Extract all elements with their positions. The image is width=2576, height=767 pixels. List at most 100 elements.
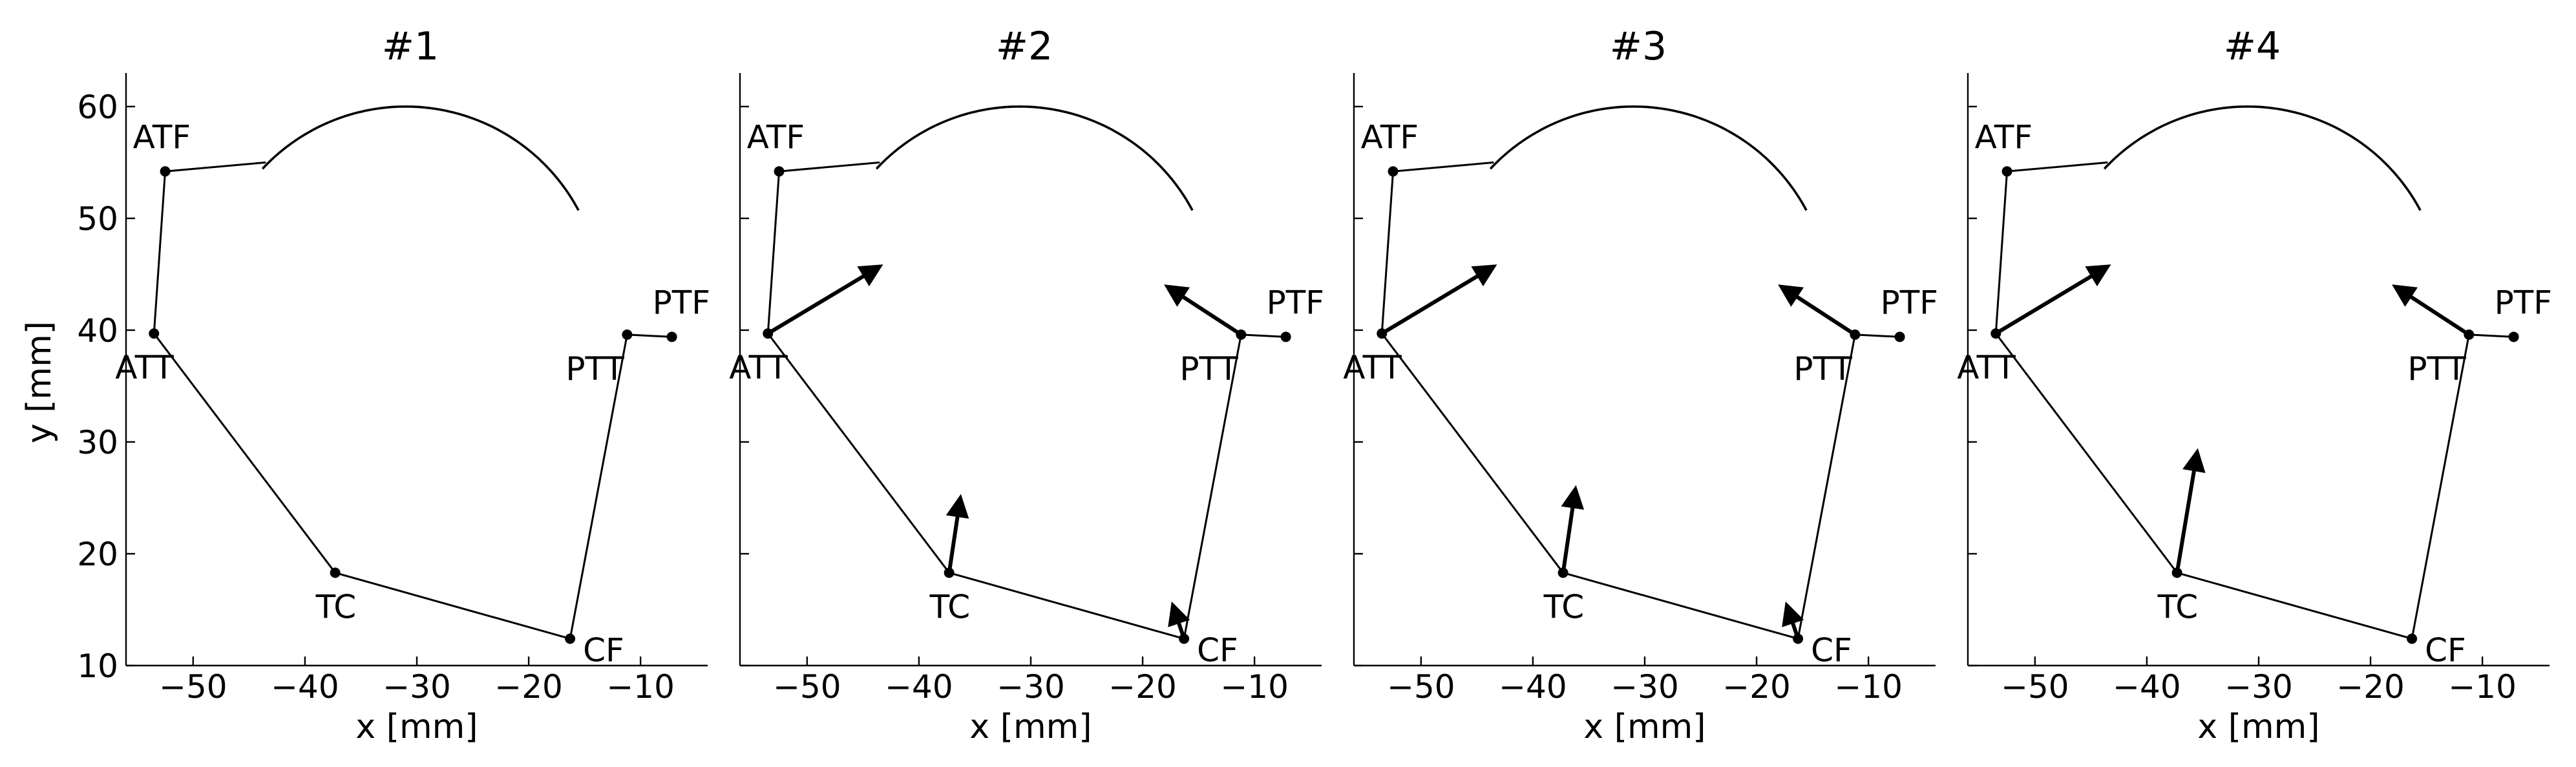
link-atf-att <box>1380 171 1395 334</box>
joint-cf <box>1179 633 1190 644</box>
x-axis-label: x [mm] <box>1583 708 1705 746</box>
link-tc-cf <box>2177 571 2412 640</box>
joint-cf <box>565 633 576 644</box>
link-ptt-ptf <box>1855 333 1900 338</box>
x-tick-label: −10 <box>1220 668 1289 706</box>
link-cf-ptt <box>2411 334 2470 639</box>
link-ptt-ptf <box>2469 333 2514 338</box>
joint-label-tc: TC <box>1543 588 1585 625</box>
force-arrow-att <box>1380 264 1497 335</box>
panel-1: #1 −50 −40 −30 −20 −10 10 20 30 40 50 60 x [mm] y [mm… <box>20 24 710 746</box>
joint-tc <box>2171 567 2182 578</box>
arc-outline <box>875 105 1194 211</box>
joint-tc <box>944 567 955 578</box>
joint-label-ptt: PTT <box>1793 350 1852 388</box>
joint-cf <box>2407 633 2418 644</box>
joint-label-ptt: PTT <box>1179 350 1238 388</box>
joint-atf <box>160 166 171 177</box>
link-atf-att <box>766 171 781 334</box>
arc-outline <box>261 105 580 211</box>
joint-label-cf: CF <box>1811 631 1852 669</box>
joint-label-tc: TC <box>315 588 357 625</box>
x-axis-label: x [mm] <box>2197 708 2319 746</box>
joint-label-tc: TC <box>929 588 971 625</box>
link-tc-cf <box>1563 571 1799 640</box>
x-tick-label: −30 <box>383 668 451 706</box>
arc-outline <box>1489 105 1808 211</box>
joint-label-ptf: PTF <box>1881 284 1938 321</box>
force-arrow-cf <box>1168 601 1190 640</box>
joint-ptf <box>2508 331 2519 342</box>
x-tick-label: −40 <box>1499 668 1567 706</box>
joint-label-atf: ATF <box>1975 118 2033 156</box>
outline-segment <box>779 161 880 173</box>
joint-label-cf: CF <box>2425 631 2466 669</box>
joint-ptt <box>1236 329 1247 340</box>
joint-label-att: ATT <box>115 349 174 386</box>
joint-label-ptt: PTT <box>565 350 624 388</box>
force-arrow-ptt <box>1164 284 1243 337</box>
joint-label-tc: TC <box>2157 588 2199 625</box>
link-atf-att <box>153 171 167 334</box>
y-tick-label: 10 <box>77 647 118 685</box>
outline-segment <box>2007 161 2108 173</box>
x-tick-label: −20 <box>2336 668 2405 706</box>
joint-att <box>1990 328 2001 339</box>
force-arrow-tc <box>2175 448 2206 573</box>
x-tick-label: −40 <box>2113 668 2181 706</box>
joint-label-ptf: PTF <box>653 284 710 321</box>
link-att-tc <box>1381 333 1564 574</box>
force-arrow-tc <box>1561 485 1585 573</box>
arc-outline <box>2103 105 2422 211</box>
force-arrow-cf <box>1782 601 1804 640</box>
x-tick-label: −20 <box>494 668 563 706</box>
joint-label-ptt: PTT <box>2407 350 2466 388</box>
link-tc-cf <box>335 571 571 640</box>
x-axis-label: x [mm] <box>355 708 478 746</box>
joint-ptf <box>1894 331 1905 342</box>
force-arrow-ptt <box>1778 284 1857 337</box>
force-arrow-att <box>1994 264 2111 335</box>
panel-title: #1 <box>382 24 439 69</box>
y-axis-label: y [mm] <box>20 321 59 443</box>
joint-ptt <box>2464 329 2475 340</box>
x-tick-label: −50 <box>773 668 841 706</box>
link-att-tc <box>153 333 336 574</box>
x-tick-label: −30 <box>997 668 1065 706</box>
joint-label-atf: ATF <box>747 118 805 156</box>
joint-label-atf: ATF <box>133 118 191 156</box>
y-tick-label: 20 <box>77 536 118 573</box>
x-tick-label: −20 <box>1108 668 1177 706</box>
x-axis-label: x [mm] <box>969 708 1092 746</box>
joint-label-ptf: PTF <box>1267 284 1324 321</box>
joint-ptt <box>622 329 633 340</box>
panel-2: #2 −50 −40 −30 −20 −10 x [mm] ATF ATT TC CF PTT PTF <box>729 24 1324 746</box>
link-cf-ptt <box>569 334 628 639</box>
x-tick-label: −50 <box>2001 668 2069 706</box>
y-tick-label: 40 <box>77 312 118 350</box>
link-atf-att <box>1994 171 2009 334</box>
x-tick-label: −50 <box>159 668 227 706</box>
joint-label-cf: CF <box>583 631 624 669</box>
joint-label-att: ATT <box>1343 349 1402 386</box>
x-tick-label: −10 <box>1834 668 1903 706</box>
joint-atf <box>1388 166 1399 177</box>
x-tick-label: −30 <box>1610 668 1679 706</box>
link-cf-ptt <box>1797 334 1856 639</box>
outline-segment <box>1393 161 1494 173</box>
link-att-tc <box>1995 333 2178 574</box>
joint-ptt <box>1850 329 1861 340</box>
x-tick-label: −10 <box>2448 668 2517 706</box>
panel-3: #3 −50 −40 −30 −20 −10 x [mm] ATF ATT TC CF PTT PTF <box>1343 24 1938 746</box>
panel-title: #2 <box>996 24 1053 69</box>
joint-label-cf: CF <box>1197 631 1238 669</box>
x-tick-label: −40 <box>885 668 953 706</box>
joint-label-att: ATT <box>1957 349 2016 386</box>
joint-ptf <box>666 331 677 342</box>
outline-segment <box>165 161 266 173</box>
joint-label-ptf: PTF <box>2495 284 2552 321</box>
panel-title: #3 <box>1610 24 1667 69</box>
joint-ptf <box>1280 331 1291 342</box>
force-arrow-att <box>766 264 883 335</box>
